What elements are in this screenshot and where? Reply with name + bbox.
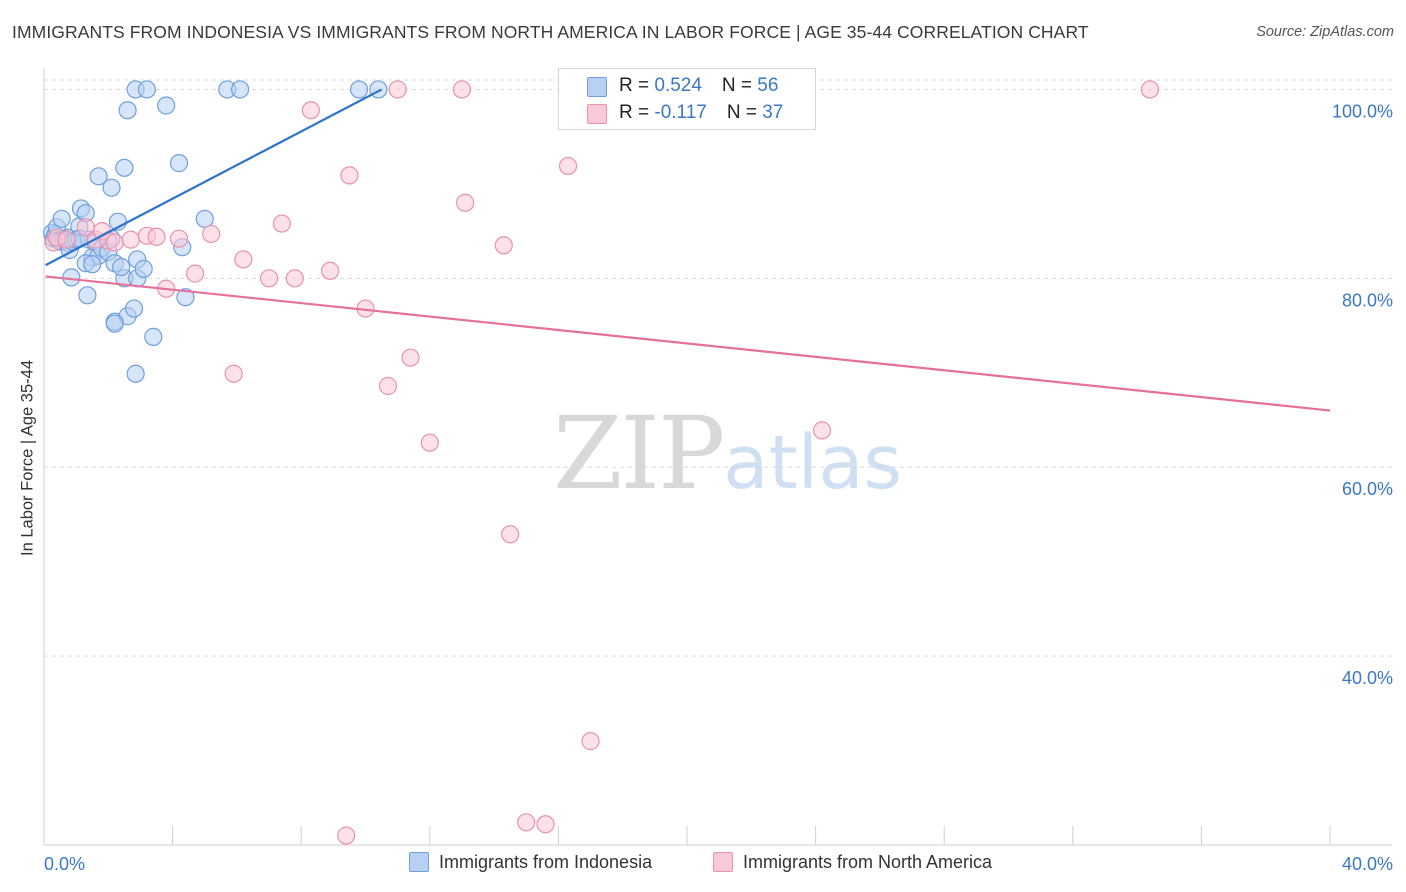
point-north-america — [57, 230, 76, 249]
legend-swatch-indonesia — [409, 852, 429, 872]
swatch-north-america — [587, 104, 607, 124]
point-north-america — [581, 732, 600, 751]
point-north-america — [224, 364, 243, 383]
r-value-north-america: -0.117 — [654, 102, 707, 123]
r-label: R = — [619, 102, 655, 123]
point-north-america — [388, 80, 407, 99]
point-north-america — [259, 269, 279, 288]
point-north-america — [494, 236, 513, 255]
point-north-america — [812, 421, 832, 440]
point-north-america — [186, 264, 205, 283]
point-north-america — [420, 433, 439, 452]
trend-line-north-america — [45, 275, 1331, 412]
y-axis-label: In Labor Force | Age 35-44 — [18, 360, 37, 556]
point-indonesia — [62, 268, 81, 287]
point-indonesia — [349, 80, 369, 99]
point-north-america — [378, 376, 398, 396]
point-north-america — [234, 250, 253, 269]
x-tick-label-max: 40.0% — [1342, 854, 1393, 874]
point-north-america — [558, 156, 578, 176]
legend-swatch-north-america — [713, 852, 733, 872]
point-north-america — [340, 166, 359, 185]
point-north-america — [536, 815, 555, 834]
trend-line-indonesia — [45, 88, 383, 267]
point-north-america — [301, 101, 320, 120]
source-label: Source: ZipAtlas.com — [1256, 24, 1394, 40]
point-indonesia — [112, 257, 131, 277]
point-north-america — [321, 261, 340, 280]
point-indonesia — [102, 178, 121, 197]
point-indonesia — [137, 80, 156, 99]
point-north-america — [272, 214, 292, 233]
point-indonesia — [157, 96, 176, 115]
point-indonesia — [78, 286, 97, 305]
point-indonesia — [105, 314, 124, 333]
stats-legend: R = 0.524 N = 56 R = -0.117 N = 37 — [558, 68, 816, 130]
x-tick-label-min: 0.0% — [44, 854, 85, 874]
point-indonesia — [126, 364, 145, 383]
point-north-america — [147, 227, 166, 246]
point-indonesia — [176, 288, 195, 307]
y-tick-label: 60.0% — [1342, 479, 1393, 499]
y-tick-label: 80.0% — [1342, 290, 1393, 310]
point-north-america — [285, 269, 304, 288]
point-indonesia — [195, 209, 214, 228]
r-label: R = — [619, 75, 655, 96]
point-north-america — [169, 229, 189, 248]
n-label: N = — [721, 75, 758, 96]
legend-label-indonesia: Immigrants from Indonesia — [439, 852, 653, 872]
chart-title: IMMIGRANTS FROM INDONESIA VS IMMIGRANTS … — [12, 22, 1089, 42]
point-indonesia — [89, 167, 108, 186]
point-north-america — [1140, 80, 1160, 99]
point-north-america — [452, 80, 472, 99]
y-tick-label: 100.0% — [1332, 101, 1393, 121]
point-indonesia — [118, 101, 137, 120]
point-north-america — [121, 230, 140, 249]
point-north-america — [401, 348, 420, 367]
point-north-america — [202, 224, 221, 244]
watermark-atlas: atlas — [723, 420, 903, 506]
point-indonesia — [115, 158, 134, 177]
legend-item-north-america[interactable]: Immigrants from North America — [713, 852, 992, 873]
legend-item-indonesia[interactable]: Immigrants from Indonesia — [409, 852, 652, 873]
point-north-america — [517, 813, 536, 832]
point-indonesia — [52, 209, 71, 228]
point-indonesia — [134, 259, 153, 278]
y-tick-label: 40.0% — [1342, 668, 1393, 688]
point-indonesia — [124, 299, 144, 318]
n-value-north-america: 37 — [762, 102, 784, 123]
point-indonesia — [231, 80, 250, 99]
watermark-zip: ZIP — [553, 395, 725, 512]
point-indonesia — [83, 255, 102, 274]
r-value-indonesia: 0.524 — [654, 75, 702, 96]
point-north-america — [105, 233, 124, 252]
point-north-america — [456, 193, 475, 212]
point-indonesia — [144, 327, 163, 346]
point-north-america — [501, 525, 520, 544]
n-label: N = — [726, 102, 763, 123]
point-indonesia — [169, 154, 189, 173]
swatch-indonesia — [587, 77, 607, 97]
n-value-indonesia: 56 — [757, 75, 779, 96]
legend-label-north-america: Immigrants from North America — [743, 852, 993, 872]
watermark: ZIPatlas — [553, 395, 902, 512]
point-north-america — [337, 826, 356, 845]
